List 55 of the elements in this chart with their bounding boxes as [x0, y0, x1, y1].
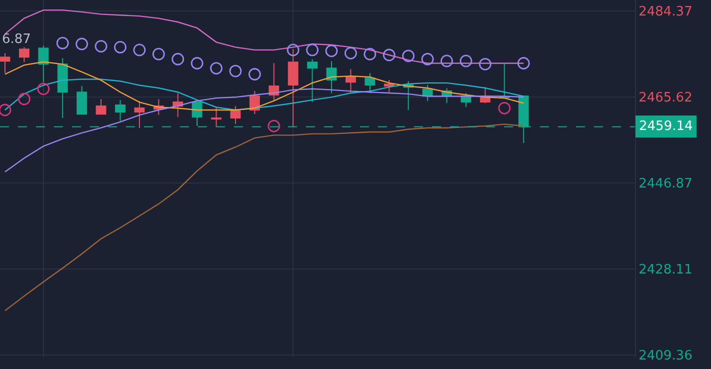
- candlestick: [192, 102, 202, 127]
- candlestick: [38, 45, 49, 83]
- candlestick: [307, 58, 318, 103]
- line-series: [4, 124, 524, 312]
- point: [133, 44, 146, 56]
- point: [229, 64, 242, 78]
- y-tick-label: 2409.36: [638, 348, 692, 364]
- candlestick: [115, 100, 126, 122]
- point: [344, 46, 357, 60]
- point: [94, 40, 108, 52]
- point: [0, 104, 12, 116]
- point: [306, 44, 319, 56]
- point: [421, 52, 434, 66]
- point: [114, 41, 126, 54]
- y-tick-label: 2446.87: [638, 176, 692, 192]
- point: [478, 58, 492, 70]
- point: [56, 36, 69, 50]
- ref-line-label: 2459.14: [639, 119, 693, 134]
- candlestick: [76, 86, 88, 115]
- point: [364, 48, 376, 60]
- point: [190, 57, 204, 70]
- point: [286, 44, 300, 56]
- point: [498, 102, 511, 114]
- y-tick-label: 2428.11: [638, 262, 692, 278]
- point: [517, 57, 530, 70]
- point: [460, 54, 472, 68]
- candlestick: [19, 46, 30, 63]
- candlestick: [346, 68, 356, 93]
- point: [76, 38, 88, 50]
- point: [248, 68, 261, 80]
- y-tick-label: 2484.37: [638, 4, 692, 20]
- point: [325, 44, 338, 58]
- candlestick: [230, 106, 241, 125]
- point: [152, 48, 165, 60]
- candlestick: [57, 58, 68, 119]
- y-tick-label: 2465.62: [638, 90, 692, 106]
- candlestick: [172, 92, 184, 118]
- candlestick: [326, 60, 337, 94]
- candlestick: [211, 108, 222, 128]
- point: [37, 82, 50, 96]
- candlestick: [134, 100, 145, 129]
- annotation: 6.87: [2, 32, 31, 47]
- candlestick: [268, 62, 280, 101]
- line-series: [4, 61, 524, 111]
- candlestick: [96, 98, 106, 115]
- point: [172, 52, 184, 66]
- candlestick: [364, 72, 376, 94]
- point: [18, 92, 30, 106]
- point: [210, 62, 222, 74]
- point: [402, 50, 415, 62]
- point: [440, 54, 453, 68]
- point: [382, 48, 396, 62]
- candlestick: [0, 52, 10, 74]
- point: [268, 120, 280, 132]
- line-series: [4, 88, 524, 172]
